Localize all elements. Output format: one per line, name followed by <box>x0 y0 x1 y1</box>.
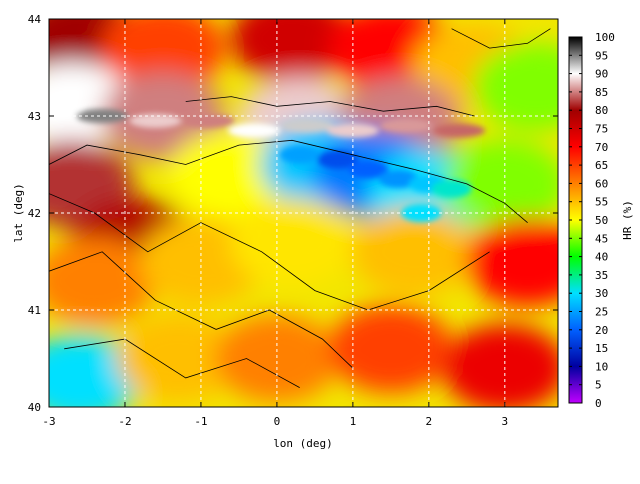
humidity-field <box>49 19 558 407</box>
field-sample-16 <box>442 139 558 228</box>
field-sample-25 <box>328 304 453 393</box>
crest-sample-3 <box>182 113 235 128</box>
cb-tick-label-19: 95 <box>595 49 608 62</box>
crest-sample-1 <box>76 109 129 123</box>
x-tick-label-0: -3 <box>42 415 55 428</box>
x-tick-label-5: 2 <box>426 415 433 428</box>
contour-line-5 <box>451 28 551 49</box>
field-sample-12 <box>169 130 294 219</box>
cb-tick-label-1: 5 <box>595 379 602 392</box>
crest-sample-2 <box>129 113 182 128</box>
field-sample-5 <box>473 42 558 131</box>
cb-tick-label-16: 80 <box>595 104 608 117</box>
field-sample-23 <box>116 314 241 403</box>
cb-tick-label-17: 85 <box>595 86 608 99</box>
contour-line-0 <box>49 139 528 224</box>
field-sample-19 <box>230 198 355 287</box>
dry-sample-0 <box>279 145 320 164</box>
cb-tick-label-0: 0 <box>595 397 602 410</box>
contour-line-3 <box>64 338 300 388</box>
crest-sample-0 <box>49 104 83 119</box>
cb-tick-label-6: 30 <box>595 287 608 300</box>
crest-sample-6 <box>326 123 379 138</box>
y-tick-label-2: 42 <box>28 207 41 220</box>
cb-tick-label-4: 20 <box>595 324 608 337</box>
crest-sample-8 <box>433 123 486 138</box>
dry-sample-2 <box>348 160 389 179</box>
dry-sample-3 <box>378 170 419 189</box>
colorbar-ticks: 0 5 10 15 20 25 30 35 40 45 50 55 60 65 70 75 80 85 90 95 10… <box>569 31 615 410</box>
colorbar-label: HR (%) <box>621 200 634 240</box>
x-tick-label-2: -1 <box>194 415 207 428</box>
cb-tick-label-8: 40 <box>595 251 608 264</box>
cb-tick-label-20: 100 <box>595 31 615 44</box>
x-axis: -3 -2 -1 0 1 2 3 <box>42 19 508 428</box>
x-tick-label-1: -2 <box>118 415 131 428</box>
grid-lines <box>49 19 558 407</box>
cb-tick-label-13: 65 <box>595 159 608 172</box>
x-tick-label-4: 1 <box>350 415 357 428</box>
field-sample-26 <box>442 324 558 407</box>
cb-tick-label-14: 70 <box>595 141 608 154</box>
cb-tick-label-18: 90 <box>595 68 608 81</box>
y-tick-label-1: 41 <box>28 304 41 317</box>
crest-sample-5 <box>281 118 334 133</box>
cb-tick-label-11: 55 <box>595 196 608 209</box>
field-sample-24 <box>214 314 339 403</box>
cb-tick-label-2: 10 <box>595 360 608 373</box>
y-axis-label: lat (deg) <box>12 183 25 243</box>
contour-line-4 <box>185 96 475 117</box>
contour-line-1 <box>49 193 490 311</box>
field-sample-1 <box>100 19 225 93</box>
cb-tick-label-9: 45 <box>595 232 608 245</box>
field-sample-20 <box>351 207 476 296</box>
field-sample-21 <box>465 217 558 306</box>
y-tick-label-4: 44 <box>28 13 42 26</box>
cb-tick-label-5: 25 <box>595 306 608 319</box>
y-axis: 40 41 42 43 44 <box>28 13 558 414</box>
cb-tick-label-12: 60 <box>595 177 608 190</box>
y-tick-label-3: 43 <box>28 110 41 123</box>
field-sample-2 <box>230 19 355 83</box>
cb-tick-label-10: 50 <box>595 214 608 227</box>
crest-sample-7 <box>380 118 433 133</box>
cb-tick-label-15: 75 <box>595 123 608 136</box>
dry-sample-6 <box>431 179 472 198</box>
crest-sample-4 <box>228 123 281 138</box>
x-tick-label-3: 0 <box>274 415 281 428</box>
contour-line-2 <box>49 251 354 369</box>
cb-tick-label-7: 35 <box>595 269 608 282</box>
field-sample-17 <box>49 236 157 325</box>
x-tick-label-6: 3 <box>502 415 509 428</box>
cb-tick-label-3: 15 <box>595 342 608 355</box>
y-tick-label-0: 40 <box>28 401 41 414</box>
x-axis-label: lon (deg) <box>273 437 333 450</box>
dry-sample-1 <box>317 150 358 169</box>
